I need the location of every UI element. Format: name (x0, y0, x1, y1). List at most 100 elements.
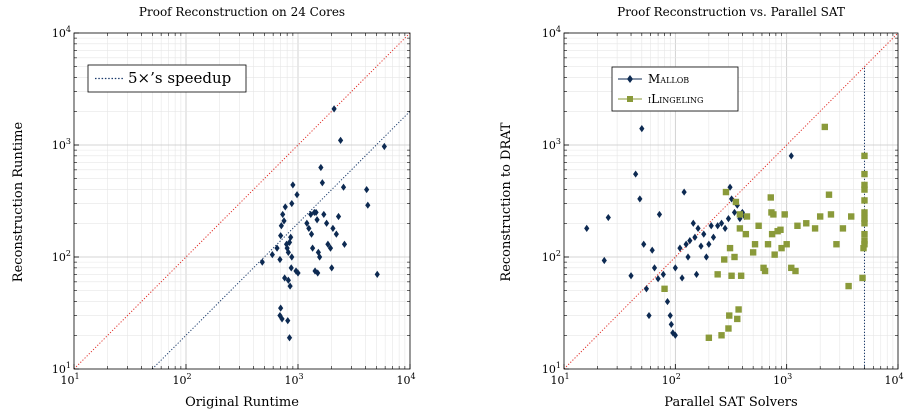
right-chart-point-ilingeling (725, 325, 732, 332)
left-chart-points (259, 105, 387, 342)
left-chart-point-series-0 (269, 251, 275, 259)
right-chart-point-mallob (628, 272, 634, 280)
right-chart-point-ilingeling (861, 241, 868, 248)
right-chart-point-mallob (672, 331, 678, 339)
right-chart: Proof Reconstruction vs. Parallel SAT 10… (499, 5, 904, 410)
right-chart-y-tick-label: 102 (542, 249, 561, 264)
right-chart-point-ilingeling (848, 213, 855, 220)
right-chart-point-mallob (651, 264, 658, 272)
right-chart-point-mallob (708, 222, 714, 230)
left-chart-y-tick-label: 102 (52, 249, 71, 264)
right-chart-point-ilingeling (728, 272, 735, 279)
right-chart-point-ilingeling (726, 312, 733, 319)
left-chart-point-series-0 (282, 274, 288, 282)
right-chart-point-ilingeling (743, 213, 751, 220)
right-chart-y-tick-label: 104 (542, 25, 561, 40)
left-chart-point-series-0 (364, 185, 370, 194)
left-chart-point-series-0 (294, 191, 300, 199)
left-chart-x-axis-label: Original Runtime (185, 395, 299, 410)
left-chart-point-series-0 (306, 224, 312, 233)
left-chart-point-series-0 (286, 334, 293, 342)
left-chart-point-series-0 (335, 212, 342, 221)
right-chart-point-ilingeling (714, 271, 721, 278)
right-chart-x-tick-label: 103 (773, 372, 792, 387)
right-chart-point-mallob (641, 240, 647, 248)
right-chart-point-mallob (672, 264, 678, 272)
left-chart-legend: 5×’s speedup (87, 64, 247, 93)
left-chart-point-series-0 (279, 315, 285, 323)
left-chart-point-series-0 (330, 224, 336, 233)
right-chart-x-tick-label: 102 (662, 372, 681, 387)
right-chart-point-ilingeling (718, 332, 725, 339)
right-chart-point-ilingeling (861, 186, 868, 193)
right-chart-point-mallob (788, 152, 794, 160)
right-chart-points (584, 123, 868, 341)
right-chart-point-ilingeling (861, 181, 868, 189)
left-chart-ticks: 101 102 103 104 101 102 103 104 (52, 25, 416, 387)
right-chart-y-axis-label: Reconstruction to DRAT (499, 122, 514, 282)
left-chart-reference-line-diagonal (73, 32, 411, 370)
right-chart-point-ilingeling (816, 213, 824, 220)
left-chart-point-series-0 (287, 282, 293, 290)
right-chart-point-ilingeling (761, 267, 769, 275)
right-chart-point-ilingeling (777, 226, 784, 233)
right-chart-y-tick-label: 101 (542, 361, 561, 376)
right-chart-point-mallob (725, 215, 732, 223)
right-chart-point-mallob (687, 237, 693, 245)
right-chart-point-mallob (605, 213, 611, 222)
right-chart-point-mallob (670, 329, 676, 337)
right-chart-point-ilingeling (767, 194, 774, 201)
right-chart-point-ilingeling (736, 225, 744, 232)
right-chart-point-ilingeling (755, 222, 762, 229)
right-chart-point-ilingeling (722, 188, 730, 196)
left-chart-point-series-0 (284, 244, 290, 252)
left-chart-point-series-0 (277, 255, 283, 264)
right-chart-point-ilingeling (839, 225, 847, 232)
right-chart-point-ilingeling (736, 211, 744, 218)
right-chart-point-ilingeling (794, 222, 801, 229)
left-chart-point-series-0 (381, 142, 387, 151)
left-chart-point-series-0 (365, 201, 371, 209)
right-chart-point-mallob (643, 285, 650, 293)
right-chart-point-mallob (668, 320, 674, 329)
left-chart-point-series-0 (341, 240, 348, 248)
left-chart-point-series-0 (314, 216, 320, 224)
left-chart-point-series-0 (277, 311, 283, 320)
right-chart-point-ilingeling (735, 306, 742, 313)
right-chart-point-mallob (710, 233, 717, 241)
right-chart-point-ilingeling (821, 123, 828, 131)
right-chart-point-mallob (715, 222, 721, 230)
right-chart-point-mallob (703, 253, 709, 261)
right-chart-point-ilingeling (751, 241, 759, 248)
right-chart-point-mallob (706, 240, 712, 248)
right-chart-point-mallob (639, 125, 645, 133)
right-chart-point-ilingeling (768, 230, 776, 238)
left-chart-plot-frame (73, 32, 411, 370)
right-chart-point-ilingeling (861, 152, 868, 160)
right-chart-point-ilingeling (764, 241, 772, 248)
right-chart-x-axis-label: Parallel SAT Solvers (664, 395, 797, 410)
left-chart-point-series-0 (319, 179, 325, 187)
right-chart-point-ilingeling (661, 285, 668, 293)
left-chart-reference-lines (73, 32, 411, 370)
left-chart-point-series-0 (315, 269, 321, 277)
right-chart-legend-label-ilingeling: iLingeling (648, 92, 703, 106)
left-chart-legend-label-speedup: 5×’s speedup (128, 69, 231, 87)
right-chart-point-mallob (698, 242, 704, 250)
right-chart-point-ilingeling (811, 225, 819, 232)
right-chart-point-mallob (667, 311, 673, 320)
right-chart-point-ilingeling (827, 211, 835, 218)
right-chart-point-ilingeling (788, 264, 795, 272)
right-chart-legend-swatch-mallob-marker (627, 75, 633, 83)
left-chart-point-series-0 (313, 208, 319, 217)
left-chart-point-series-0 (285, 317, 291, 325)
right-chart-y-tick-label: 103 (542, 137, 561, 152)
right-chart-point-ilingeling (861, 215, 868, 222)
right-chart-x-tick-label: 101 (550, 372, 569, 387)
right-chart-point-ilingeling (861, 230, 868, 238)
left-chart-point-series-0 (293, 267, 299, 275)
left-chart-point-series-0 (282, 203, 288, 211)
left-chart-point-series-0 (331, 105, 337, 113)
right-chart-point-mallob (649, 246, 655, 254)
left-chart: Proof Reconstruction on 24 Cores 101 102 1… (11, 5, 416, 410)
